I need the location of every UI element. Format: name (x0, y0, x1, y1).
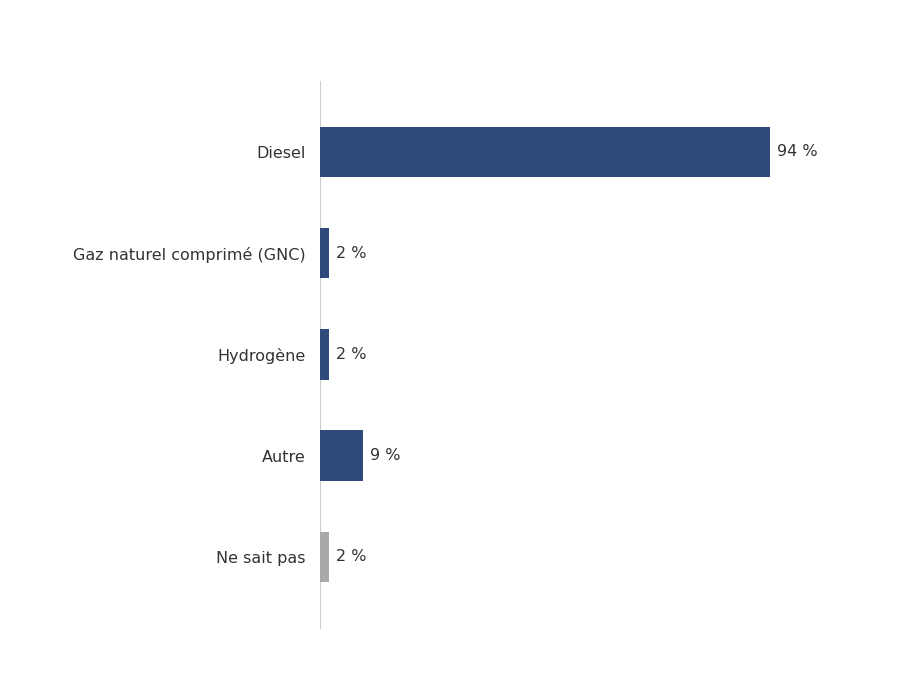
Bar (320, 228, 329, 278)
Text: 2 %: 2 % (337, 347, 367, 362)
Bar (320, 329, 329, 379)
Text: 2 %: 2 % (337, 246, 367, 261)
Bar (320, 532, 329, 582)
Text: 94 %: 94 % (777, 144, 818, 159)
Text: 9 %: 9 % (370, 448, 400, 463)
Text: 2 %: 2 % (337, 549, 367, 564)
Bar (320, 431, 363, 481)
Bar (320, 127, 770, 178)
